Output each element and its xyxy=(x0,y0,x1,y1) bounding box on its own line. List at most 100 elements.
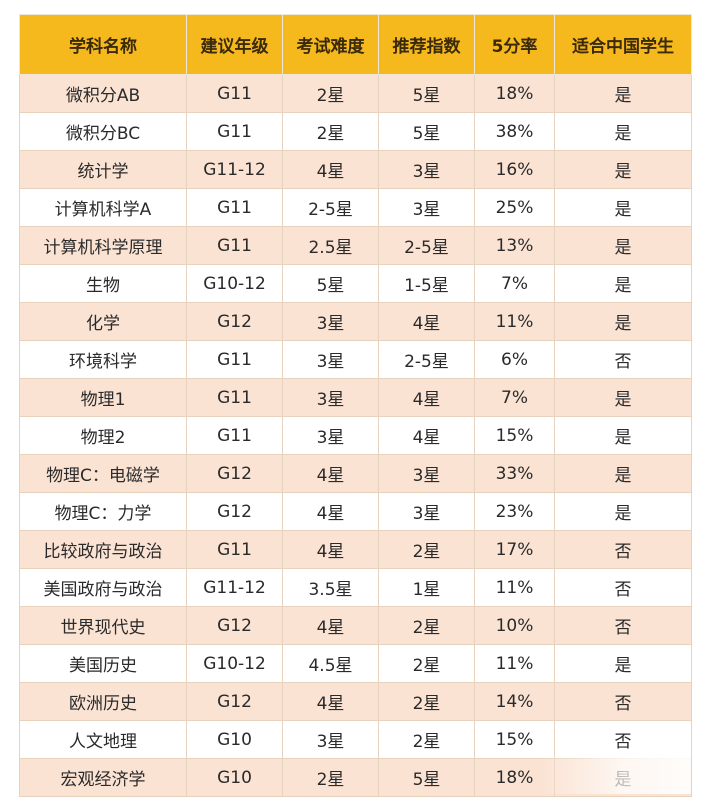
cell-score-5-rate: 38% xyxy=(474,112,555,151)
cell-subject-name: 美国政府与政治 xyxy=(19,568,187,607)
cell-subject-name: 美国历史 xyxy=(19,644,187,683)
cell-suitable: 是 xyxy=(554,758,692,797)
table-row: 化学 G12 3星 4星 11% 是 xyxy=(19,302,692,341)
cell-score-5-rate: 6% xyxy=(474,340,555,379)
cell-suggested-grade: G11 xyxy=(186,74,283,113)
cell-suitable: 是 xyxy=(554,454,692,493)
cell-score-5-rate: 10% xyxy=(474,606,555,645)
cell-suitable: 否 xyxy=(554,340,692,379)
cell-recommendation-index: 3星 xyxy=(378,150,475,189)
cell-recommendation-index: 1星 xyxy=(378,568,475,607)
cell-recommendation-index: 2星 xyxy=(378,606,475,645)
cell-score-5-rate: 15% xyxy=(474,720,555,759)
cell-subject-name: 生物 xyxy=(19,264,187,303)
table-row: 统计学 G11-12 4星 3星 16% 是 xyxy=(19,150,692,189)
cell-suitable: 是 xyxy=(554,378,692,417)
cell-exam-difficulty: 2星 xyxy=(282,112,379,151)
cell-recommendation-index: 4星 xyxy=(378,416,475,455)
cell-score-5-rate: 11% xyxy=(474,302,555,341)
cell-suitable: 是 xyxy=(554,226,692,265)
header-recommendation-index: 推荐指数 xyxy=(378,14,475,75)
cell-score-5-rate: 15% xyxy=(474,416,555,455)
cell-subject-name: 计算机科学原理 xyxy=(19,226,187,265)
cell-subject-name: 物理C：电磁学 xyxy=(19,454,187,493)
cell-suggested-grade: G11-12 xyxy=(186,150,283,189)
cell-suggested-grade: G12 xyxy=(186,302,283,341)
cell-subject-name: 世界现代史 xyxy=(19,606,187,645)
header-row: 学科名称 建议年级 考试难度 推荐指数 5分率 适合中国学生 xyxy=(19,14,692,75)
table-row: 计算机科学原理 G11 2.5星 2-5星 13% 是 xyxy=(19,226,692,265)
cell-recommendation-index: 4星 xyxy=(378,302,475,341)
cell-suggested-grade: G10-12 xyxy=(186,264,283,303)
cell-recommendation-index: 2星 xyxy=(378,682,475,721)
cell-recommendation-index: 3星 xyxy=(378,188,475,227)
cell-score-5-rate: 23% xyxy=(474,492,555,531)
cell-subject-name: 物理1 xyxy=(19,378,187,417)
cell-suggested-grade: G10-12 xyxy=(186,644,283,683)
table-body: 微积分AB G11 2星 5星 18% 是微积分BC G11 2星 5星 38% 是统计学 G11-1… xyxy=(19,74,692,797)
cell-suggested-grade: G11 xyxy=(186,226,283,265)
cell-exam-difficulty: 4星 xyxy=(282,606,379,645)
cell-suggested-grade: G11 xyxy=(186,340,283,379)
cell-suitable: 是 xyxy=(554,644,692,683)
cell-score-5-rate: 14% xyxy=(474,682,555,721)
table-row: 欧洲历史 G12 4星 2星 14% 否 xyxy=(19,682,692,721)
cell-suggested-grade: G11 xyxy=(186,416,283,455)
table-row: 生物 G10-12 5星 1-5星 7% 是 xyxy=(19,264,692,303)
cell-suggested-grade: G11-12 xyxy=(186,568,283,607)
table-row: 物理2 G11 3星 4星 15% 是 xyxy=(19,416,692,455)
cell-exam-difficulty: 5星 xyxy=(282,264,379,303)
cell-suggested-grade: G11 xyxy=(186,112,283,151)
cell-subject-name: 化学 xyxy=(19,302,187,341)
header-score-5-rate: 5分率 xyxy=(474,14,555,75)
cell-subject-name: 环境科学 xyxy=(19,340,187,379)
cell-suitable: 是 xyxy=(554,264,692,303)
cell-exam-difficulty: 4星 xyxy=(282,492,379,531)
table-row: 比较政府与政治 G11 4星 2星 17% 否 xyxy=(19,530,692,569)
cell-suitable: 是 xyxy=(554,112,692,151)
cell-exam-difficulty: 2-5星 xyxy=(282,188,379,227)
cell-suitable: 否 xyxy=(554,530,692,569)
cell-suitable: 否 xyxy=(554,606,692,645)
cell-score-5-rate: 7% xyxy=(474,264,555,303)
cell-recommendation-index: 5星 xyxy=(378,112,475,151)
cell-score-5-rate: 18% xyxy=(474,758,555,797)
cell-subject-name: 人文地理 xyxy=(19,720,187,759)
cell-suggested-grade: G12 xyxy=(186,682,283,721)
cell-score-5-rate: 17% xyxy=(474,530,555,569)
cell-score-5-rate: 16% xyxy=(474,150,555,189)
cell-suitable: 是 xyxy=(554,74,692,113)
table-row: 物理C：力学 G12 4星 3星 23% 是 xyxy=(19,492,692,531)
cell-score-5-rate: 33% xyxy=(474,454,555,493)
cell-exam-difficulty: 3.5星 xyxy=(282,568,379,607)
cell-subject-name: 欧洲历史 xyxy=(19,682,187,721)
cell-exam-difficulty: 4星 xyxy=(282,454,379,493)
table-header: 学科名称 建议年级 考试难度 推荐指数 5分率 适合中国学生 xyxy=(19,14,692,75)
cell-subject-name: 计算机科学A xyxy=(19,188,187,227)
cell-exam-difficulty: 4.5星 xyxy=(282,644,379,683)
table-row: 微积分AB G11 2星 5星 18% 是 xyxy=(19,74,692,113)
cell-suitable: 是 xyxy=(554,150,692,189)
cell-recommendation-index: 2星 xyxy=(378,720,475,759)
table-row: 计算机科学A G11 2-5星 3星 25% 是 xyxy=(19,188,692,227)
cell-suggested-grade: G12 xyxy=(186,606,283,645)
cell-subject-name: 比较政府与政治 xyxy=(19,530,187,569)
cell-subject-name: 物理C：力学 xyxy=(19,492,187,531)
cell-suitable: 否 xyxy=(554,568,692,607)
cell-exam-difficulty: 2.5星 xyxy=(282,226,379,265)
cell-recommendation-index: 2-5星 xyxy=(378,226,475,265)
cell-recommendation-index: 5星 xyxy=(378,758,475,797)
cell-recommendation-index: 2星 xyxy=(378,644,475,683)
cell-recommendation-index: 4星 xyxy=(378,378,475,417)
cell-subject-name: 宏观经济学 xyxy=(19,758,187,797)
cell-exam-difficulty: 3星 xyxy=(282,302,379,341)
cell-suggested-grade: G12 xyxy=(186,454,283,493)
header-suitable-for-chinese-students: 适合中国学生 xyxy=(554,14,692,75)
cell-suggested-grade: G11 xyxy=(186,378,283,417)
cell-score-5-rate: 13% xyxy=(474,226,555,265)
cell-suggested-grade: G11 xyxy=(186,188,283,227)
cell-suggested-grade: G11 xyxy=(186,530,283,569)
cell-score-5-rate: 7% xyxy=(474,378,555,417)
table-row: 美国历史 G10-12 4.5星 2星 11% 是 xyxy=(19,644,692,683)
